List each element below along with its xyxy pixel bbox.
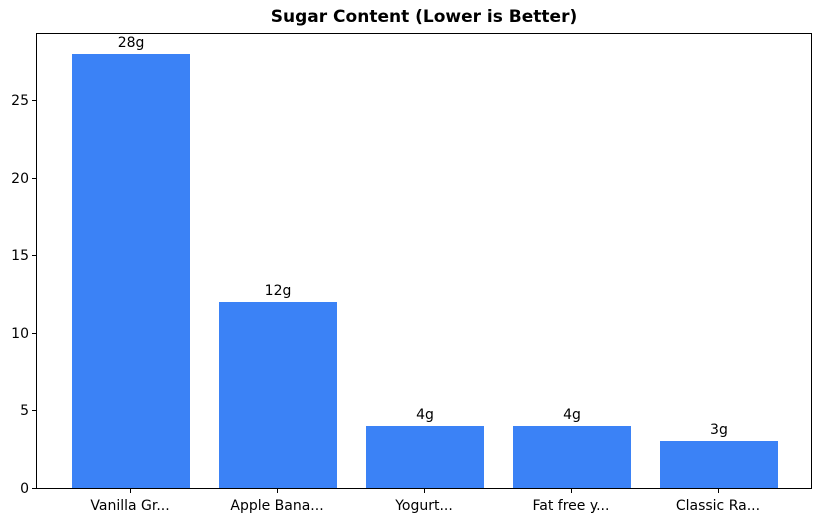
y-tick-label: 0 xyxy=(20,481,29,497)
bar xyxy=(366,425,484,488)
x-tick-mark xyxy=(570,489,572,493)
x-tick-label: Fat free y... xyxy=(532,498,610,514)
bar-value-label: 3g xyxy=(710,422,728,439)
y-tick-mark xyxy=(32,332,36,334)
bar xyxy=(660,441,778,488)
x-tick-mark xyxy=(424,489,425,493)
bar xyxy=(219,301,337,488)
y-tick-label: 20 xyxy=(11,170,29,187)
y-tick-label: 15 xyxy=(11,248,29,265)
x-tick-mark xyxy=(130,489,132,493)
y-tick-label: 5 xyxy=(20,403,29,420)
y-tick-mark xyxy=(32,410,36,412)
y-tick-label: 10 xyxy=(11,325,29,342)
bar-value-label: 28g xyxy=(117,34,145,51)
plot-area: 28g 12g 4g 4g 3g xyxy=(36,33,812,489)
y-tick-mark xyxy=(32,177,36,179)
x-tick-label: Apple Bana... xyxy=(230,498,324,514)
x-tick-label: Classic Ra... xyxy=(675,498,761,514)
bar xyxy=(513,425,631,488)
bar xyxy=(72,53,190,488)
bar-value-label: 4g xyxy=(563,406,581,423)
y-tick-label: 25 xyxy=(11,93,29,110)
x-tick-label: Yogurt... xyxy=(395,498,453,514)
bar-value-label: 4g xyxy=(416,406,434,423)
y-tick-mark xyxy=(32,100,36,102)
x-tick-label: Vanilla Gr... xyxy=(90,498,170,514)
y-tick-mark xyxy=(32,488,36,489)
y-tick-mark xyxy=(32,255,36,257)
x-tick-mark xyxy=(717,489,719,493)
bar-value-label: 12g xyxy=(264,282,292,299)
x-tick-mark xyxy=(277,489,279,493)
chart-title: Sugar Content (Lower is Better) xyxy=(270,7,578,27)
